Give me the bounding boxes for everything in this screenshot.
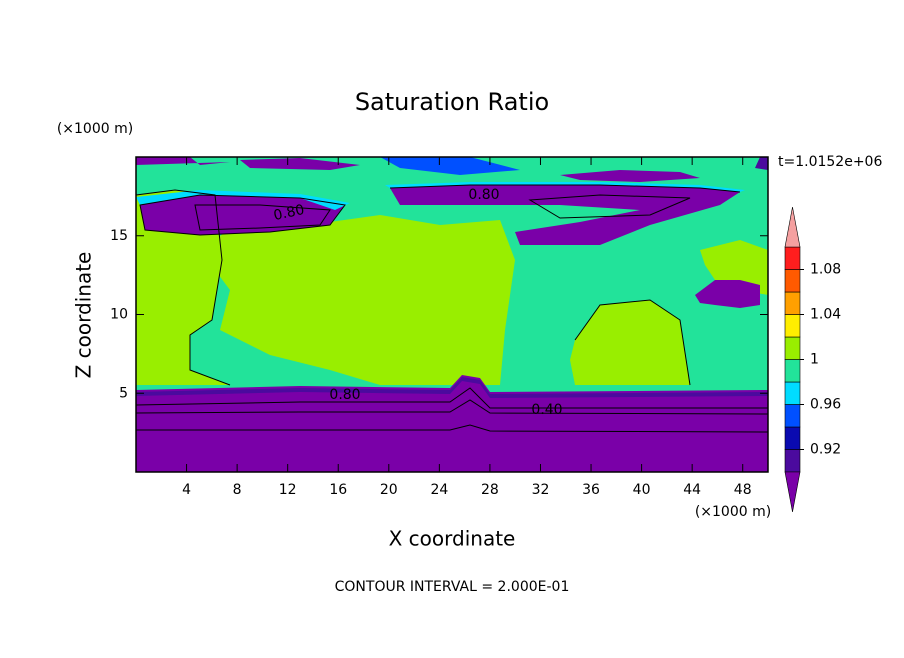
contour-region	[755, 157, 768, 170]
colorbar-tick-label: 0.96	[810, 397, 841, 413]
colorbar-segment	[784, 426, 801, 450]
contour-line	[139, 194, 346, 236]
colorbar-over	[784, 206, 801, 248]
contour-region	[240, 158, 360, 170]
colorbar-segment	[784, 449, 801, 473]
contour-region	[570, 300, 690, 385]
colorbar-segment	[784, 404, 801, 428]
colorbar-tick-label: 1.04	[810, 307, 841, 323]
x-tick-label: 28	[481, 482, 499, 498]
contour-line	[136, 424, 769, 433]
x-axis-label: X coordinate	[389, 527, 516, 551]
contour-line	[389, 184, 741, 193]
time-label: t=1.0152e+06	[778, 154, 882, 170]
colorbar-segment	[784, 269, 801, 293]
colorbar-segment	[784, 336, 801, 360]
x-tick-label: 20	[380, 482, 398, 498]
colorbar-tick-label: 1	[810, 352, 819, 368]
contour-region	[136, 157, 230, 165]
contour-label: 0.80	[468, 187, 499, 203]
contour-region	[700, 240, 768, 295]
contour-region	[390, 185, 740, 245]
colorbar-segment	[784, 246, 801, 270]
y-tick-label: 10	[110, 307, 128, 323]
x-tick-label: 40	[633, 482, 651, 498]
contour-region	[136, 190, 230, 385]
contour-line	[528, 194, 691, 219]
colorbar-tick-label: 1.08	[810, 262, 841, 278]
y-tick-label: 15	[110, 228, 128, 244]
x-tick-label: 12	[279, 482, 297, 498]
contour-region	[136, 375, 768, 472]
contour-line	[135, 387, 768, 409]
x-tick-label: 44	[683, 482, 701, 498]
contour-region	[380, 157, 520, 175]
contour-region	[560, 170, 700, 182]
contour-region	[140, 195, 345, 235]
y-axis-label: Z coordinate	[72, 252, 96, 379]
contour-region	[695, 280, 760, 308]
colorbar-segment	[784, 291, 801, 315]
contour-label: 0.40	[531, 402, 562, 418]
contour-line	[194, 204, 331, 231]
contour-label: 0.80	[272, 202, 306, 224]
x-unit: (×1000 m)	[695, 504, 771, 520]
contour-region	[136, 190, 350, 210]
y-tick-label: 5	[119, 385, 128, 401]
contour-line	[135, 189, 231, 386]
contour-region	[136, 377, 768, 398]
contour-line	[574, 299, 691, 386]
colorbar-segment	[784, 359, 801, 383]
y-unit: (×1000 m)	[57, 121, 133, 137]
chart-title: Saturation Ratio	[355, 88, 549, 116]
x-tick-label: 16	[329, 482, 347, 498]
colorbar-segment	[784, 381, 801, 405]
colorbar-segment	[784, 314, 801, 338]
contour-line	[135, 399, 769, 415]
contour-label: 0.80	[329, 387, 360, 403]
x-tick-label: 36	[582, 482, 600, 498]
colorbar-under	[784, 471, 801, 513]
footer: CONTOUR INTERVAL = 2.000E-01	[335, 579, 570, 595]
colorbar-tick-label: 0.92	[810, 442, 841, 458]
x-tick-label: 24	[430, 482, 448, 498]
contour-region	[200, 215, 515, 385]
x-tick-label: 4	[182, 482, 191, 498]
x-tick-label: 32	[532, 482, 550, 498]
x-tick-label: 48	[734, 482, 752, 498]
x-tick-label: 8	[233, 482, 242, 498]
